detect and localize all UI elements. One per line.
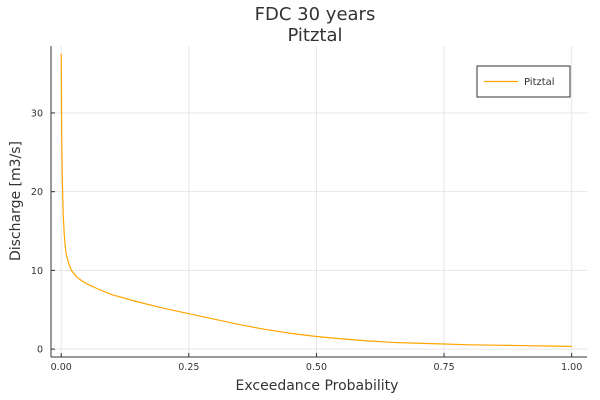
x-tick-label-4: 1.00 xyxy=(561,362,582,373)
y-gridlines xyxy=(51,112,587,350)
x-ticks: 0.00 0.25 0.50 0.75 1.00 xyxy=(51,353,582,373)
legend: Pitztal xyxy=(476,65,571,98)
legend-label: Pitztal xyxy=(524,77,555,88)
chart-title: FDC 30 years xyxy=(255,4,376,25)
x-tick-label-2: 0.50 xyxy=(306,362,327,373)
x-tick-label-0: 0.00 xyxy=(51,362,72,373)
y-axis-label: Discharge [m3/s] xyxy=(8,141,24,261)
series-line-0 xyxy=(60,53,572,347)
y-tick-label-1: 10 xyxy=(31,266,43,277)
chart-subtitle: Pitztal xyxy=(287,25,342,46)
x-tick-label-3: 0.75 xyxy=(433,362,454,373)
y-tick-label-2: 20 xyxy=(31,187,43,198)
series-layer xyxy=(60,53,572,347)
x-tick-label-1: 0.25 xyxy=(178,362,199,373)
y-tick-label-0: 0 xyxy=(37,345,43,356)
x-axis-label: Exceedance Probability xyxy=(236,378,399,394)
x-gridlines xyxy=(60,46,573,357)
y-tick-label-3: 30 xyxy=(31,108,43,119)
y-ticks: 0 10 20 30 xyxy=(31,108,55,356)
